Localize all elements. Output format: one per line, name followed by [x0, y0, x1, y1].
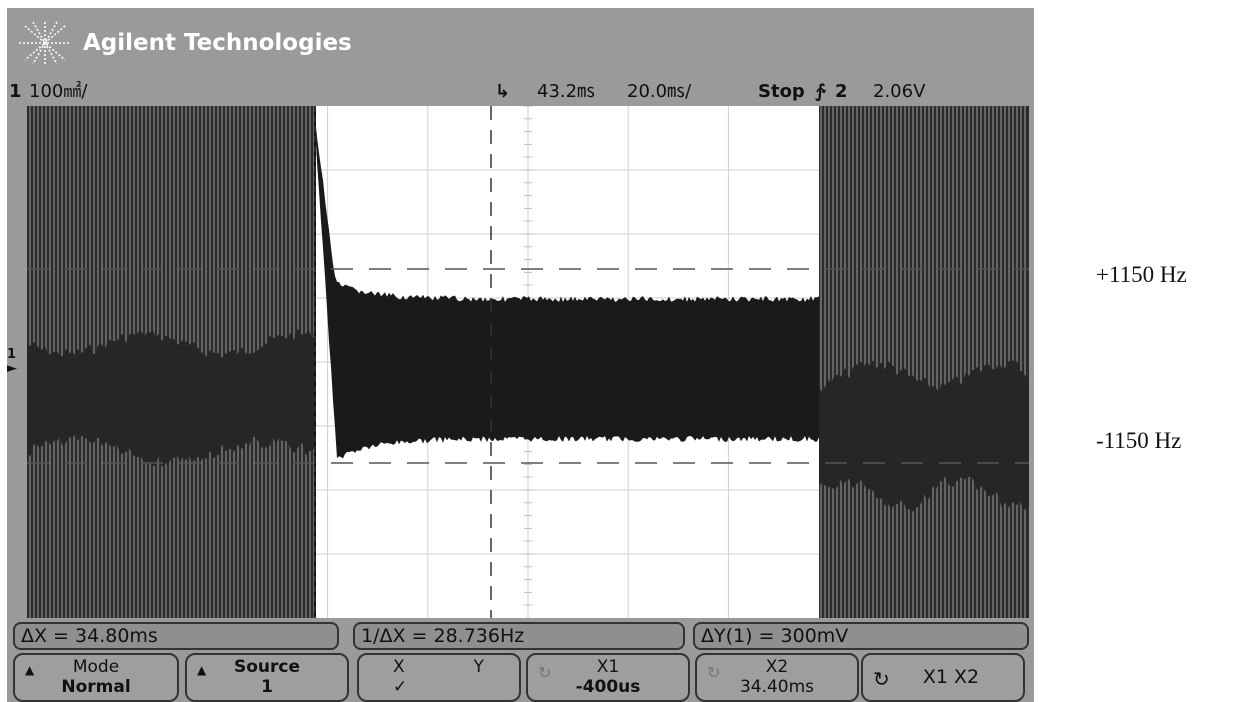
inverse-delta-x-readout: 1/ΔX = 28.736Hz [353, 622, 685, 650]
trigger-channel: 2 [835, 81, 848, 102]
rotate-knob-icon: ↻ [707, 663, 721, 682]
channel-1-ground-marker: 1 ► [7, 347, 17, 376]
trigger-level: 2.06V [873, 81, 926, 102]
run-state: Stop [758, 81, 805, 102]
source-softkey[interactable]: ▲ Source 1 [185, 653, 349, 702]
x-label: X [393, 657, 405, 677]
xy-labels: X Y [359, 657, 519, 677]
measurement-bar: ΔX = 34.80ms 1/ΔX = 28.736Hz ΔY(1) = 300… [13, 622, 1031, 652]
up-triangle-icon: ▲ [25, 663, 35, 677]
status-line: 1 100㎟/ ↳ 43.2㎳ 20.0㎳/ Stop ∱ 2 2.06V [7, 80, 1034, 106]
trigger-slope-icon: ∱ [815, 81, 826, 102]
delta-y-readout: ΔY(1) = 300mV [693, 622, 1029, 650]
mode-title: Mode [72, 657, 120, 677]
oscilloscope-screen: Agilent Technologies 1 100㎟/ ↳ 43.2㎳ 20.… [7, 8, 1034, 702]
x2-title: X2 [765, 657, 789, 677]
delta-x-readout: ΔX = 34.80ms [13, 622, 339, 650]
y-label: Y [473, 657, 484, 677]
waveform-trace-left [27, 106, 315, 618]
upper-frequency-label: +1150 Hz [1096, 262, 1187, 287]
xy-softkey[interactable]: X Y ✓ [357, 653, 521, 702]
x1-cursor-softkey[interactable]: ↻ X1 -400us [526, 653, 690, 702]
source-value: 1 [261, 677, 273, 697]
x1-x2-label: X1 X2 [922, 666, 980, 688]
mode-value: Normal [61, 677, 131, 697]
up-triangle-icon: ▲ [197, 663, 207, 677]
rotate-knob-icon: ↻ [538, 663, 552, 682]
x1-x2-softkey[interactable]: ↻ X1 X2 [861, 653, 1025, 702]
x1-title: X1 [596, 657, 620, 677]
lower-frequency-label: -1150 Hz [1096, 428, 1182, 453]
x2-cursor-softkey[interactable]: ↻ X2 34.40ms [695, 653, 859, 702]
brand-header: Agilent Technologies [15, 16, 352, 70]
waveform-trace-right [819, 106, 1029, 618]
trigger-position-icon: ↳ [495, 81, 511, 102]
volts-per-div: 100㎟/ [29, 81, 88, 102]
x2-value: 34.40ms [739, 677, 815, 697]
measurement-cursors [27, 106, 1029, 618]
waveform-trace-middle [314, 106, 819, 618]
check-icon: ✓ [393, 677, 408, 697]
rotate-knob-icon: ↻ [873, 667, 890, 691]
softkey-bar: ▲ Mode Normal ▲ Source 1 X Y ✓ ↻ X1 -400… [9, 653, 1031, 702]
channel-number: 1 [9, 81, 22, 102]
channel-1-marker-label: 1 [7, 347, 17, 362]
waveform-display [27, 106, 1029, 618]
mode-softkey[interactable]: ▲ Mode Normal [13, 653, 179, 702]
starburst-icon [19, 21, 71, 65]
time-per-div: 20.0㎳/ [627, 81, 692, 102]
time-delay: 43.2㎳ [537, 81, 596, 102]
x1-value: -400us [575, 677, 641, 697]
source-title: Source [233, 657, 301, 677]
brand-name: Agilent Technologies [83, 30, 352, 56]
waveform-graticule [27, 106, 1029, 618]
